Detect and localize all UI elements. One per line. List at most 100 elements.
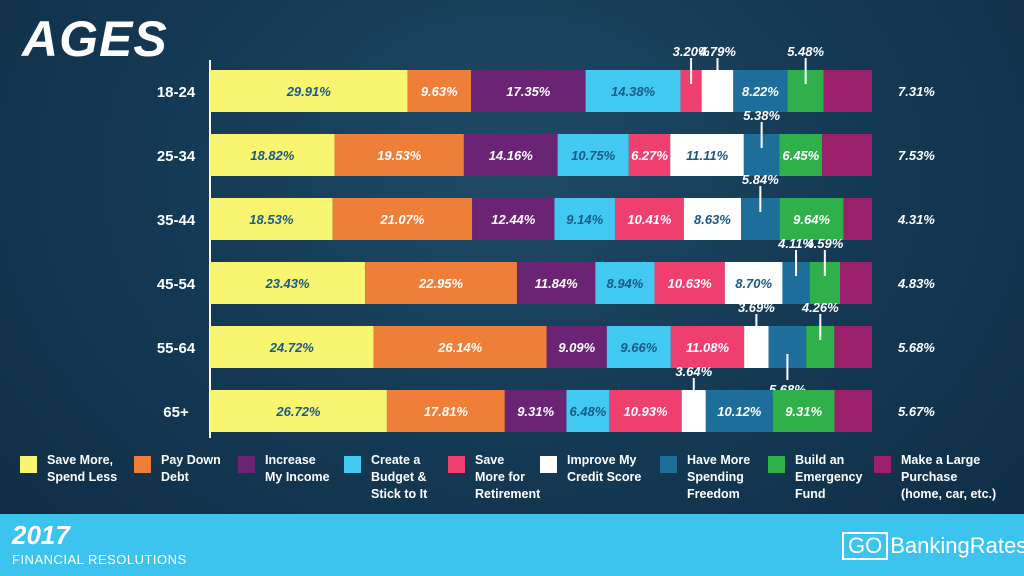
category-label: 35-44 [157,212,196,229]
legend-swatch [344,456,361,473]
data-label: 19.53% [377,148,422,163]
data-label: 26.72% [275,404,321,419]
legend-label: Save More, Spend Less [47,453,118,484]
legend-label: Make a Large Purchase (home, car, etc.) [901,453,997,501]
bar-segment [834,326,872,368]
category-label: 55-64 [157,340,196,357]
legend-label: Pay Down Debt [161,453,221,484]
data-label: 4.11% [777,236,814,251]
data-label: 9.64% [793,212,830,227]
data-label: 9.63% [421,84,458,99]
data-label: 10.41% [627,212,672,227]
data-label: 9.66% [620,340,657,355]
bar-segment [386,390,505,432]
bar-segment [823,70,872,112]
data-label: 24.72% [269,340,315,355]
legend-item: Improve My Credit Score [540,452,641,486]
logo-go: GO [842,532,889,560]
chart-title: AGES [22,11,168,67]
logo-text: BankingRates [890,533,1024,558]
data-label: 11.08% [686,340,730,355]
bar-segment [566,390,610,432]
data-label: 18.82% [250,148,295,163]
data-label: 8.63% [694,212,731,227]
bar-segment [670,134,744,176]
bar-segment [683,198,742,240]
gobankingrates-logo: GO BankingRates [842,532,1024,560]
data-label: 8.22% [742,84,779,99]
data-label: 4.26% [801,300,839,315]
legend-item: Have More Spending Freedom [660,452,750,503]
data-label: 3.64% [675,364,712,379]
data-label: 4.79% [698,44,736,59]
bar-segment [557,134,629,176]
data-label: 5.67% [898,404,935,419]
data-label: 26.14% [437,340,483,355]
stacked-bar-chart: 18-24 29.91% 9.63% 17.35% 14.38% 3.20%4.79% 8.… [157,44,935,432]
category-label: 65+ [163,404,189,421]
data-label: 22.95% [418,276,464,291]
data-label: 5.68% [898,340,935,355]
bar-segment [779,198,844,240]
bar-segment [210,198,333,240]
bar-segment [609,390,682,432]
data-label: 4.83% [897,276,935,291]
data-label: 4.31% [897,212,935,227]
legend-item: Save More, Spend Less [20,452,117,486]
bar-segment [614,198,684,240]
bar-segment [210,326,374,368]
legend-item: Make a Large Purchase (home, car, etc.) [874,452,996,503]
bar-segment [365,262,517,304]
data-label: 14.16% [489,148,534,163]
bar-segment [407,70,472,112]
data-label: 9.31% [517,404,554,419]
legend: Save More, Spend Less Pay Down Debt Increa… [0,452,1024,514]
legend-item: Pay Down Debt [134,452,221,486]
data-label: 3.69% [738,300,775,315]
data-label: 10.12% [717,404,762,419]
legend-label: Build an Emergency Fund [795,453,863,501]
data-label: 11.11% [686,148,729,163]
bar-segment [779,134,823,176]
legend-label: Increase My Income [265,453,330,484]
bar-segment [332,198,473,240]
legend-swatch [768,456,785,473]
bar-segment [670,326,745,368]
bar-segment [606,326,671,368]
data-label: 5.84% [742,172,779,187]
legend-swatch [238,456,255,473]
data-label: 6.45% [782,148,819,163]
bar-segment [334,134,464,176]
data-label: 7.53% [898,148,935,163]
data-label: 17.35% [506,84,551,99]
legend-label: Create a Budget & Stick to It [371,453,428,501]
bar-segment [834,390,872,432]
data-label: 3.20% [673,44,710,59]
bar-segment [472,198,555,240]
data-label: 7.31% [898,84,935,99]
bar-segment [210,70,408,112]
data-label: 9.14% [566,212,603,227]
data-label: 29.91% [286,84,332,99]
bar-segment [772,390,835,432]
bar-segment [628,134,671,176]
footer: 2017 FINANCIAL RESOLUTIONS GO BankingRat… [0,514,1024,576]
data-label: 17.81% [424,404,469,419]
legend-label: Have More Spending Freedom [687,453,751,501]
bar-segment [504,390,567,432]
bar-segment [705,390,773,432]
bar-segment [210,262,366,304]
bar-segment [724,262,783,304]
data-label: 5.48% [787,44,824,59]
category-label: 18-24 [157,84,196,101]
legend-swatch [540,456,557,473]
bar-segment [210,390,387,432]
footer-subtitle: FINANCIAL RESOLUTIONS [12,552,187,567]
legend-item: Build an Emergency Fund [768,452,862,503]
data-label: 23.43% [264,276,310,291]
data-label: 8.94% [606,276,643,291]
legend-item: Save More for Retirement [448,452,540,503]
data-label: 9.09% [558,340,595,355]
data-label: 5.38% [743,108,780,123]
data-label: 14.38% [611,84,656,99]
